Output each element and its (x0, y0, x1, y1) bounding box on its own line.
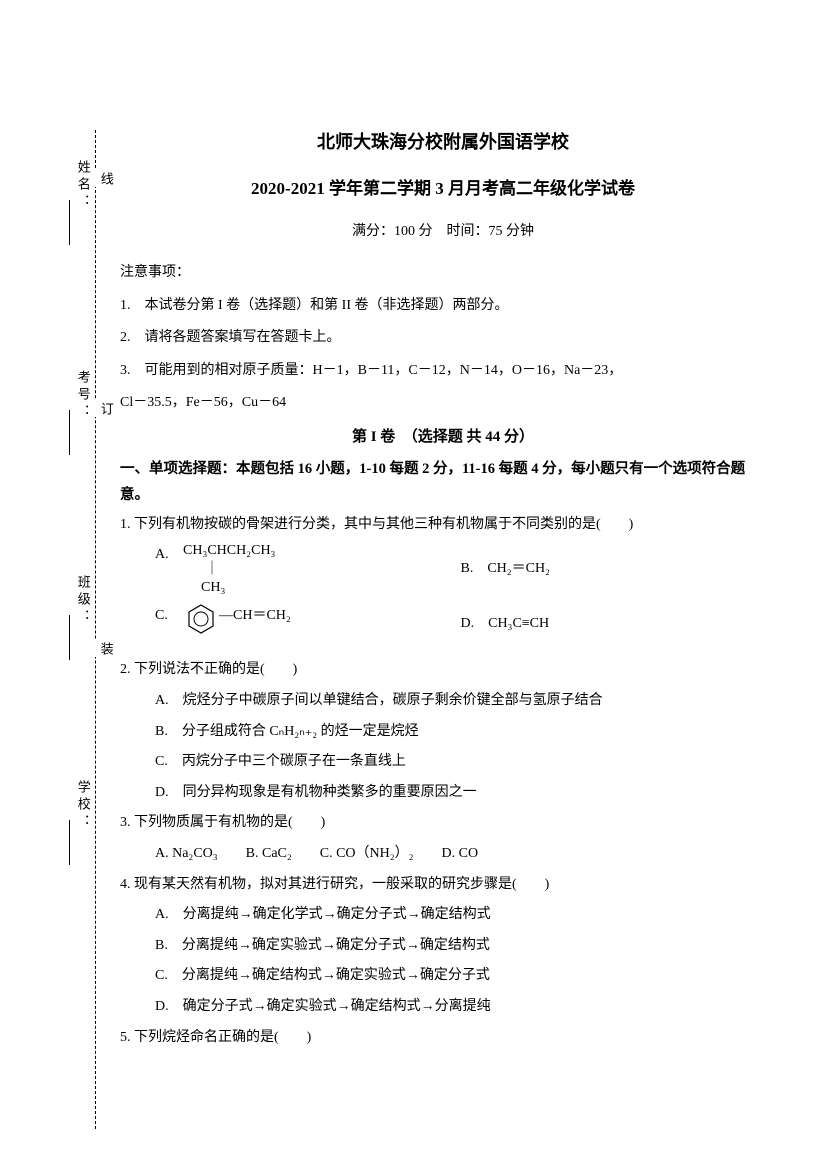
option-a: A. 分离提纯→确定化学式→确定分子式→确定结构式 (155, 902, 766, 929)
notice-item: Cl－35.5，Fe－56，Cu－64 (120, 390, 766, 417)
question-4-stem: 4. 现有某天然有机物，拟对其进行研究，一般采取的研究步骤是( ) (120, 872, 766, 899)
notice-item: 1. 本试卷分第 I 卷（选择题）和第 II 卷（非选择题）两部分。 (120, 293, 766, 320)
exam-meta: 满分：100 分 时间：75 分钟 (120, 219, 766, 246)
binding-field-label: 考号： (70, 370, 95, 421)
binding-margin: 姓名：考号：班级：学校：线订装 (35, 130, 110, 1129)
formula-line: CH₃CHCH₂CH₃ (183, 542, 275, 560)
options-line: A. Na₂CO₃ B. CaC₂ C. CO（NH₂）₂ D. CO (155, 841, 766, 868)
question-3-options: A. Na₂CO₃ B. CaC₂ C. CO（NH₂）₂ D. CO (120, 841, 766, 868)
section-title: 第 I 卷 （选择题 共 44 分） (120, 423, 766, 452)
option-d: D. 同分异构现象是有机物种类繁多的重要原因之一 (155, 780, 766, 807)
notice-item: 2. 请将各题答案填写在答题卡上。 (120, 325, 766, 352)
formula-line: CH₃ (183, 579, 275, 597)
question-3-stem: 3. 下列物质属于有机物的是( ) (120, 810, 766, 837)
option-c: C. 分离提纯→确定结构式→确定实验式→确定分子式 (155, 963, 766, 990)
question-1-stem: 1. 下列有机物按碳的骨架进行分类，其中与其他三种有机物属于不同类别的是( ) (120, 512, 766, 539)
binding-underline (69, 615, 70, 660)
binding-underline (69, 820, 70, 865)
question-4-options: A. 分离提纯→确定化学式→确定分子式→确定结构式 B. 分离提纯→确定实验式→… (120, 902, 766, 1020)
option-label: A. (155, 542, 175, 569)
binding-underline (69, 410, 70, 455)
notice-item: 3. 可能用到的相对原子质量：H－1，B－11，C－12，N－14，O－16，N… (120, 358, 766, 385)
binding-marker: 线 (93, 170, 118, 187)
option-d: D. 确定分子式→确定实验式→确定结构式→分离提纯 (155, 994, 766, 1021)
binding-field-label: 姓名： (70, 160, 95, 211)
binding-marker: 装 (93, 640, 118, 657)
option-b: B. 分子组成符合 CₙH₂ₙ₊₂ 的烃一定是烷烃 (155, 719, 766, 746)
formula-line: ｜ (183, 561, 275, 579)
question-1-options: A. CH₃CHCH₂CH₃ ｜ CH₃ B. CH₂＝CH₂ C. —CH＝C… (120, 542, 766, 645)
question-2-options: A. 烷烃分子中碳原子间以单键结合，碳原子剩余价键全部与氢原子结合 B. 分子组… (120, 688, 766, 806)
binding-field-label: 班级： (70, 575, 95, 626)
benzene-ring-icon (183, 603, 219, 646)
binding-marker: 订 (93, 400, 118, 417)
school-title: 北师大珠海分校附属外国语学校 (120, 125, 766, 159)
option-c: C. 丙烷分子中三个碳原子在一条直线上 (155, 749, 766, 776)
binding-field-label: 学校： (70, 780, 95, 831)
option-c-tail: —CH＝CH₂ (219, 603, 291, 630)
question-5-stem: 5. 下列烷烃命名正确的是( ) (120, 1025, 766, 1052)
option-d: D. CH₃C≡CH (461, 611, 767, 638)
notice-label: 注意事项： (120, 260, 766, 287)
question-2-stem: 2. 下列说法不正确的是( ) (120, 657, 766, 684)
option-a-formula: CH₃CHCH₂CH₃ ｜ CH₃ (183, 542, 275, 597)
option-label: C. (155, 603, 175, 630)
option-b: B. CH₂＝CH₂ (461, 556, 767, 583)
exam-title: 2020-2021 学年第二学期 3 月月考高二年级化学试卷 (120, 173, 766, 205)
binding-dashed-line (95, 130, 96, 1129)
section-instruction: 一、单项选择题：本题包括 16 小题，1-10 每题 2 分，11-16 每题 … (120, 456, 766, 508)
binding-underline (69, 200, 70, 245)
option-b: B. 分离提纯→确定实验式→确定分子式→确定结构式 (155, 933, 766, 960)
option-a: A. 烷烃分子中碳原子间以单键结合，碳原子剩余价键全部与氢原子结合 (155, 688, 766, 715)
